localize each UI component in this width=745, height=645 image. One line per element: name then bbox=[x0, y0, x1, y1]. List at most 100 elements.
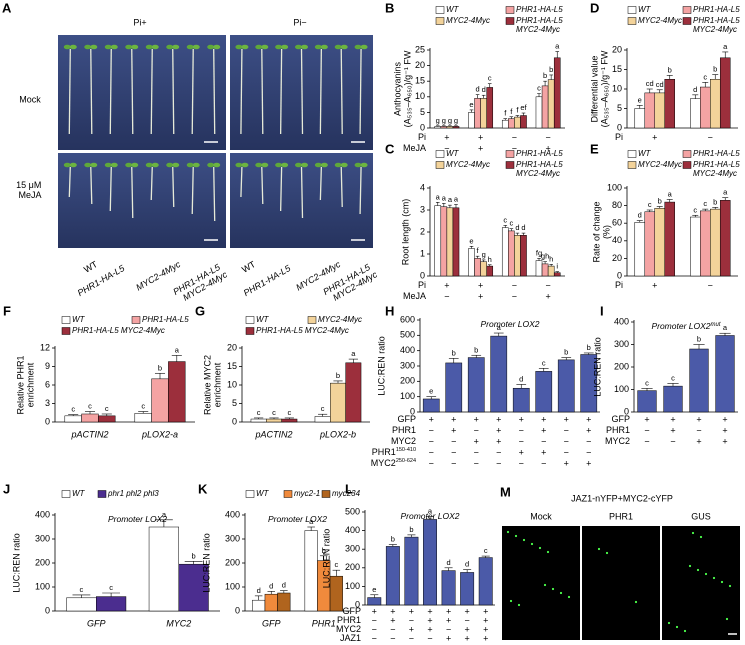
legend-label: WT bbox=[256, 489, 270, 498]
fluorescent-spot bbox=[728, 584, 732, 588]
legend-swatch bbox=[283, 490, 293, 498]
factor-name: MeJA bbox=[403, 291, 426, 301]
factor-sign: + bbox=[722, 425, 727, 435]
factor-sign: + bbox=[446, 606, 451, 616]
significance-letter: b bbox=[713, 197, 717, 206]
bar bbox=[178, 563, 209, 612]
error-bar bbox=[481, 555, 490, 558]
bar bbox=[148, 526, 180, 612]
factor-sign: + bbox=[446, 615, 451, 625]
factor-sign: + bbox=[409, 606, 414, 616]
factor-sign: + bbox=[496, 425, 501, 435]
significance-letter: g bbox=[436, 116, 440, 125]
bar bbox=[700, 210, 711, 277]
factor-sign: + bbox=[390, 615, 395, 625]
error-bar bbox=[656, 89, 663, 93]
y-tick-label: 80 bbox=[612, 200, 622, 210]
seedling-leaf bbox=[301, 162, 308, 168]
factor-sign: + bbox=[652, 132, 657, 142]
seedling-leaf bbox=[354, 162, 362, 168]
bar bbox=[330, 382, 346, 423]
fluorescent-spot bbox=[538, 546, 542, 550]
error-bar bbox=[332, 569, 341, 577]
x-tick-label: GFP bbox=[262, 618, 281, 628]
y-tick-label: 300 bbox=[614, 339, 629, 349]
x-tick-label: MYC2 bbox=[166, 618, 191, 628]
factor-sign: + bbox=[696, 414, 701, 424]
factor-sign: + bbox=[722, 436, 727, 446]
fluorescent-spot bbox=[691, 531, 695, 535]
significance-letter: c bbox=[321, 404, 325, 413]
significance-letter: c bbox=[272, 408, 276, 417]
error-bar bbox=[509, 228, 514, 231]
error-bar bbox=[487, 264, 492, 267]
legend-swatch bbox=[245, 327, 255, 335]
seedling-leaf bbox=[235, 44, 243, 50]
bar bbox=[385, 546, 400, 606]
factor-name: GFP bbox=[611, 414, 630, 424]
significance-letter: b bbox=[336, 371, 340, 380]
y-tick-label: 15 bbox=[612, 64, 622, 74]
bar bbox=[304, 530, 318, 612]
significance-letter: e bbox=[372, 585, 376, 594]
fluorescent-spot bbox=[522, 538, 526, 542]
factor-superscript: 150-410 bbox=[396, 447, 416, 453]
seedling-root bbox=[279, 48, 283, 135]
bar bbox=[520, 235, 527, 277]
bar bbox=[168, 361, 186, 423]
bar bbox=[66, 597, 97, 612]
bar bbox=[474, 258, 481, 277]
factor-sign: − bbox=[429, 447, 434, 457]
significance-letter: b bbox=[587, 343, 591, 352]
fluorescent-spot bbox=[517, 603, 521, 607]
y-tick-label: 2 bbox=[420, 226, 425, 236]
error-bar bbox=[712, 74, 719, 80]
x-tick-label: GFP bbox=[87, 618, 106, 628]
y-axis-label: LUC:REN ratio bbox=[321, 529, 331, 589]
seedling-leaf bbox=[90, 44, 98, 50]
error-bar bbox=[318, 413, 328, 417]
error-bar bbox=[442, 125, 446, 127]
seedling-root bbox=[300, 166, 304, 219]
seedling-leaf bbox=[207, 162, 215, 168]
seedling-leaf bbox=[110, 44, 118, 50]
factor-sign: + bbox=[427, 606, 432, 616]
factor-name: PHR1 bbox=[372, 447, 396, 457]
y-tick-label: 3 bbox=[420, 204, 425, 214]
y-axis-label: Rate of change bbox=[591, 201, 601, 262]
error-bar bbox=[307, 526, 315, 531]
bar bbox=[486, 87, 494, 129]
annotation: Promoter LOX2 bbox=[108, 514, 167, 524]
fluorescent-spot bbox=[514, 534, 518, 538]
y-tick-label: 100 bbox=[607, 182, 622, 192]
seedling-leaf bbox=[166, 44, 174, 50]
y-tick-label: 400 bbox=[400, 345, 415, 355]
significance-letter: c bbox=[484, 546, 488, 555]
seedling-root bbox=[300, 48, 304, 135]
significance-letter: d bbox=[465, 560, 469, 569]
text-line: 15 μM bbox=[16, 180, 44, 190]
factor-sign: − bbox=[512, 291, 517, 301]
factor-sign: − bbox=[372, 615, 377, 625]
factor-label: Pi bbox=[615, 280, 623, 290]
significance-letter: b bbox=[713, 65, 717, 74]
factor-name: GFP bbox=[397, 414, 416, 424]
bar bbox=[490, 335, 508, 413]
error-bar bbox=[692, 94, 699, 99]
factor-sign: − bbox=[708, 132, 713, 142]
y-tick-label: 0 bbox=[624, 406, 629, 416]
seedling-root bbox=[340, 166, 343, 208]
x-tick-label: pLOX2-a bbox=[141, 429, 178, 439]
seedling-root bbox=[340, 48, 343, 135]
factor-sign: − bbox=[451, 458, 456, 468]
fluorescent-spot bbox=[696, 568, 700, 572]
factor-label: PHR1 bbox=[606, 425, 630, 435]
y-tick-label: 25 bbox=[415, 44, 425, 54]
factor-label: MYC2 bbox=[391, 436, 416, 446]
significance-letter: d bbox=[519, 374, 523, 383]
significance-letter: c bbox=[488, 74, 492, 83]
bar bbox=[460, 572, 475, 606]
y-tick-label: 10 bbox=[227, 379, 237, 389]
error-bar bbox=[481, 259, 486, 262]
error-bar bbox=[693, 344, 705, 349]
